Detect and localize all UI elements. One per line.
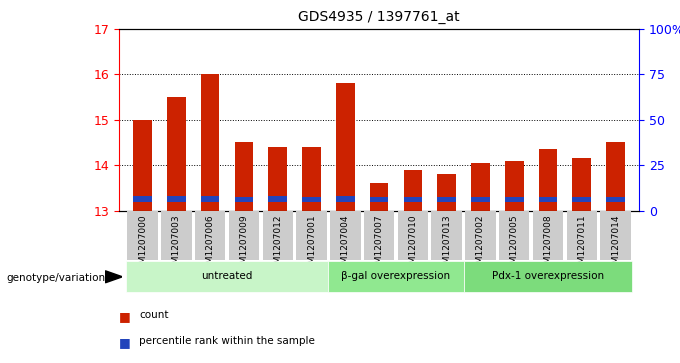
Bar bbox=[167, 97, 186, 211]
Text: ■: ■ bbox=[119, 310, 131, 323]
Bar bbox=[573, 197, 591, 202]
Bar bbox=[471, 163, 490, 211]
Text: GSM1207010: GSM1207010 bbox=[409, 215, 418, 275]
Bar bbox=[437, 174, 456, 211]
Bar bbox=[539, 149, 558, 211]
Bar bbox=[167, 196, 186, 202]
Bar bbox=[201, 74, 220, 211]
FancyBboxPatch shape bbox=[499, 211, 530, 260]
FancyBboxPatch shape bbox=[464, 261, 632, 292]
Text: GSM1207013: GSM1207013 bbox=[442, 215, 451, 275]
Bar bbox=[201, 196, 220, 202]
Polygon shape bbox=[105, 271, 122, 283]
Bar bbox=[269, 147, 287, 211]
Text: GSM1207004: GSM1207004 bbox=[341, 215, 350, 275]
Text: genotype/variation: genotype/variation bbox=[7, 273, 106, 283]
Bar bbox=[471, 197, 490, 202]
Text: percentile rank within the sample: percentile rank within the sample bbox=[139, 336, 316, 346]
FancyBboxPatch shape bbox=[364, 211, 394, 260]
Text: Pdx-1 overexpression: Pdx-1 overexpression bbox=[492, 271, 604, 281]
Bar bbox=[336, 83, 354, 211]
FancyBboxPatch shape bbox=[127, 211, 158, 260]
Bar bbox=[336, 196, 354, 202]
Text: count: count bbox=[139, 310, 169, 321]
Bar bbox=[235, 197, 253, 202]
Bar bbox=[269, 196, 287, 202]
FancyBboxPatch shape bbox=[533, 211, 563, 260]
Text: β-gal overexpression: β-gal overexpression bbox=[341, 271, 451, 281]
Text: GSM1207008: GSM1207008 bbox=[543, 215, 552, 275]
Bar bbox=[607, 197, 625, 202]
FancyBboxPatch shape bbox=[431, 211, 462, 260]
FancyBboxPatch shape bbox=[296, 211, 327, 260]
Bar bbox=[133, 196, 152, 202]
Bar bbox=[505, 197, 524, 202]
Text: GSM1207009: GSM1207009 bbox=[239, 215, 248, 275]
Bar bbox=[370, 183, 388, 211]
FancyBboxPatch shape bbox=[262, 211, 293, 260]
Text: GSM1207012: GSM1207012 bbox=[273, 215, 282, 275]
FancyBboxPatch shape bbox=[398, 211, 428, 260]
Text: GSM1207001: GSM1207001 bbox=[307, 215, 316, 275]
Bar bbox=[235, 142, 253, 211]
FancyBboxPatch shape bbox=[330, 211, 360, 260]
Bar bbox=[539, 197, 558, 202]
Bar bbox=[404, 197, 422, 202]
Bar bbox=[302, 197, 321, 202]
Text: GSM1207014: GSM1207014 bbox=[611, 215, 620, 275]
Bar bbox=[404, 170, 422, 211]
Bar bbox=[505, 160, 524, 211]
FancyBboxPatch shape bbox=[161, 211, 192, 260]
FancyBboxPatch shape bbox=[228, 211, 259, 260]
FancyBboxPatch shape bbox=[328, 261, 464, 292]
Text: untreated: untreated bbox=[201, 271, 253, 281]
Title: GDS4935 / 1397761_at: GDS4935 / 1397761_at bbox=[299, 10, 460, 24]
Text: GSM1207003: GSM1207003 bbox=[172, 215, 181, 275]
Bar bbox=[133, 120, 152, 211]
Bar bbox=[573, 158, 591, 211]
Text: GSM1207002: GSM1207002 bbox=[476, 215, 485, 275]
Text: GSM1207007: GSM1207007 bbox=[375, 215, 384, 275]
Text: GSM1207000: GSM1207000 bbox=[138, 215, 147, 275]
Text: GSM1207006: GSM1207006 bbox=[206, 215, 215, 275]
FancyBboxPatch shape bbox=[465, 211, 496, 260]
Bar bbox=[607, 142, 625, 211]
Text: GSM1207005: GSM1207005 bbox=[510, 215, 519, 275]
FancyBboxPatch shape bbox=[126, 261, 328, 292]
Bar bbox=[437, 197, 456, 202]
Bar bbox=[370, 197, 388, 202]
FancyBboxPatch shape bbox=[566, 211, 597, 260]
FancyBboxPatch shape bbox=[600, 211, 631, 260]
FancyBboxPatch shape bbox=[195, 211, 225, 260]
Text: GSM1207011: GSM1207011 bbox=[577, 215, 586, 275]
Bar bbox=[302, 147, 321, 211]
Text: ■: ■ bbox=[119, 336, 131, 349]
